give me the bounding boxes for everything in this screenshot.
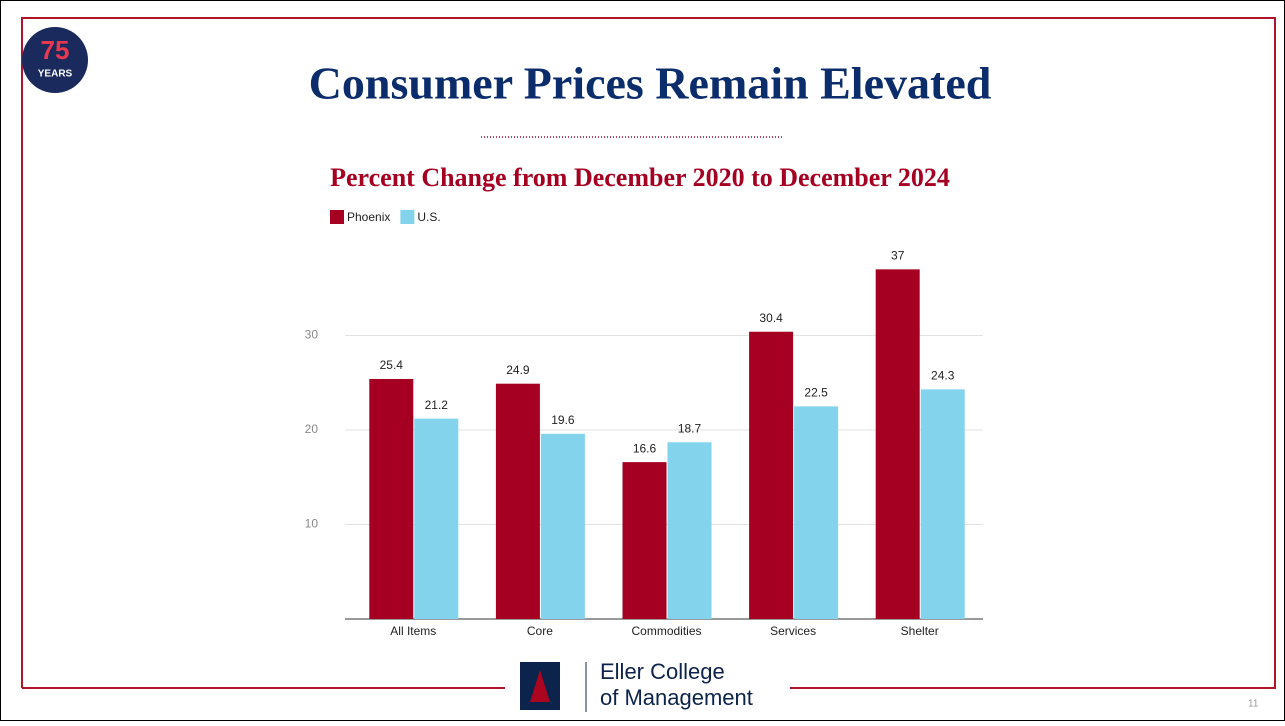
bar bbox=[875, 269, 920, 619]
badge-text: YEARS bbox=[38, 69, 73, 80]
bar bbox=[749, 331, 794, 619]
badge bbox=[22, 27, 88, 93]
logo-line1: Eller College bbox=[600, 659, 725, 684]
bar bbox=[414, 418, 459, 619]
data-label: 18.7 bbox=[678, 421, 702, 435]
data-label: 21.2 bbox=[425, 398, 449, 412]
data-label: 30.4 bbox=[759, 311, 783, 325]
x-tick-label: Core bbox=[527, 624, 553, 638]
legend-label: Phoenix bbox=[347, 210, 390, 224]
data-label: 37 bbox=[891, 249, 905, 263]
page-number: 11 bbox=[1248, 699, 1259, 710]
data-label: 16.6 bbox=[633, 441, 657, 455]
data-label: 22.5 bbox=[804, 386, 828, 400]
x-tick-label: Commodities bbox=[631, 624, 701, 638]
bar bbox=[622, 462, 667, 619]
x-tick-label: Services bbox=[770, 624, 816, 638]
chart-title: Consumer Prices Remain Elevated bbox=[309, 58, 992, 109]
bar bbox=[495, 383, 540, 619]
ua-logo-a bbox=[530, 670, 550, 702]
logo-line2: of Management bbox=[600, 685, 753, 710]
y-tick-label: 10 bbox=[305, 517, 319, 531]
chart-subtitle: Percent Change from December 2020 to Dec… bbox=[330, 163, 950, 192]
bar bbox=[920, 389, 965, 619]
badge-number: 75 bbox=[41, 35, 70, 65]
legend-label: U.S. bbox=[417, 210, 440, 224]
x-tick-label: Shelter bbox=[901, 624, 939, 638]
x-tick-label: All Items bbox=[390, 624, 436, 638]
bar bbox=[540, 433, 585, 619]
data-label: 24.9 bbox=[506, 363, 530, 377]
y-tick-label: 30 bbox=[305, 328, 319, 342]
bar bbox=[667, 442, 712, 619]
bar bbox=[794, 406, 839, 619]
data-label: 25.4 bbox=[380, 358, 404, 372]
data-label: 19.6 bbox=[551, 413, 575, 427]
data-label: 24.3 bbox=[931, 369, 955, 383]
frame bbox=[21, 17, 1276, 689]
legend-swatch bbox=[330, 210, 344, 224]
legend-swatch bbox=[400, 210, 415, 224]
y-tick-label: 20 bbox=[305, 422, 319, 436]
bar bbox=[369, 378, 414, 619]
